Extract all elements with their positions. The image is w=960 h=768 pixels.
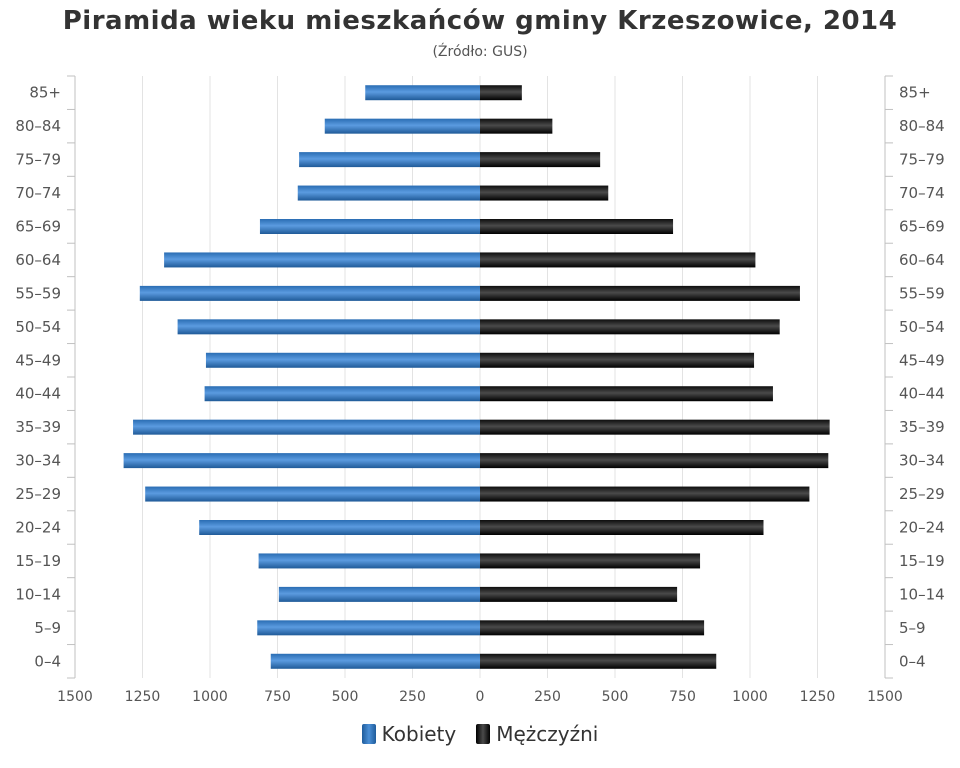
bar-women-55–59 (139, 285, 481, 301)
bar-men-65–69 (480, 219, 674, 234)
category-label-right: 5–9 (899, 619, 926, 637)
bar-women-85+ (365, 85, 480, 101)
category-label-left: 65–69 (15, 218, 61, 236)
category-label-left: 40–44 (15, 385, 61, 403)
bar-men-40–44 (480, 386, 773, 402)
axes (67, 75, 893, 679)
bar-women-80–84 (324, 118, 480, 134)
category-label-right: 30–34 (899, 452, 945, 470)
category-label-right: 80–84 (899, 117, 945, 135)
bar-women-30–34 (123, 453, 480, 469)
x-tick-label: 1500 (57, 689, 93, 705)
bar-women-45–49 (205, 352, 480, 368)
x-tick-label: 250 (534, 689, 561, 705)
category-label-right: 45–49 (899, 351, 945, 369)
chart-title: Piramida wieku mieszkańców gminy Krzeszo… (62, 6, 898, 36)
category-label-left: 45–49 (15, 351, 61, 369)
bar-men-75–79 (480, 152, 601, 168)
x-tick-label: 1000 (732, 689, 768, 705)
bar-men-5–9 (480, 620, 705, 636)
category-label-right: 50–54 (899, 318, 945, 336)
bar-men-45–49 (480, 352, 755, 368)
bar-women-70–74 (297, 185, 480, 201)
category-label-right: 10–14 (899, 585, 945, 603)
category-label-left: 10–14 (15, 585, 61, 603)
bar-men-10–14 (480, 586, 678, 602)
category-label-left: 30–34 (15, 452, 61, 470)
legend-swatch-women (361, 724, 376, 744)
bar-men-85+ (480, 85, 522, 101)
category-label-right: 85+ (899, 84, 931, 102)
bar-women-15–19 (258, 553, 480, 569)
category-label-right: 75–79 (899, 151, 945, 169)
bar-women-40–44 (204, 386, 480, 402)
category-label-right: 70–74 (899, 184, 945, 202)
bar-men-20–24 (480, 520, 764, 535)
x-tick-label: 250 (399, 689, 426, 705)
legend-item-men[interactable]: Mężczyźni (476, 722, 598, 746)
bar-women-10–14 (278, 586, 480, 602)
bar-men-35–39 (480, 419, 830, 435)
category-label-left: 5–9 (34, 619, 61, 637)
category-label-right: 65–69 (899, 218, 945, 236)
bar-men-70–74 (480, 185, 609, 201)
x-tick-label: 500 (602, 689, 629, 705)
x-tick-label: 1500 (867, 689, 903, 705)
category-label-left: 20–24 (15, 519, 61, 537)
x-tick-label: 1250 (125, 689, 161, 705)
category-label-left: 55–59 (15, 284, 61, 302)
category-label-left: 85+ (29, 84, 61, 102)
category-label-left: 25–29 (15, 485, 61, 503)
category-label-right: 0–4 (899, 652, 926, 670)
bar-women-25–29 (145, 486, 480, 502)
bar-women-20–24 (199, 520, 480, 535)
category-label-left: 35–39 (15, 418, 61, 436)
category-label-left: 0–4 (34, 652, 61, 670)
x-tick-label: 750 (264, 689, 291, 705)
bar-women-5–9 (257, 620, 480, 636)
bar-men-55–59 (480, 285, 800, 301)
category-label-left: 60–64 (15, 251, 61, 269)
x-tick-label: 1000 (192, 689, 228, 705)
bar-men-60–64 (480, 252, 756, 268)
category-label-left: 70–74 (15, 184, 61, 202)
category-label-left: 80–84 (15, 117, 61, 135)
category-label-right: 25–29 (899, 485, 945, 503)
bar-women-75–79 (299, 152, 480, 168)
tick-labels: 1500 1250 1000 750 500 250 0 250 500 750 1000 1250 1… (15, 84, 944, 705)
category-label-right: 55–59 (899, 284, 945, 302)
legend-label-women: Kobiety (381, 722, 457, 746)
category-label-left: 15–19 (15, 552, 61, 570)
bar-men-30–34 (480, 453, 829, 469)
bar-men-80–84 (480, 118, 553, 134)
x-tick-label: 1250 (800, 689, 836, 705)
x-tick-label: 750 (669, 689, 696, 705)
x-tick-label: 0 (476, 689, 485, 705)
legend-label-men: Mężczyźni (496, 722, 599, 746)
bar-women-0–4 (270, 653, 480, 669)
x-tick-label: 500 (332, 689, 359, 705)
category-label-left: 50–54 (15, 318, 61, 336)
population-pyramid-chart: 1500 1250 1000 750 500 250 0 250 500 750 1000 1250 1… (15, 75, 945, 705)
legend-item-women[interactable]: Kobiety (361, 722, 457, 746)
bar-men-25–29 (480, 486, 810, 502)
legend-swatch-men (476, 724, 491, 744)
legend: Kobiety Mężczyźni (0, 722, 960, 746)
bar-men-15–19 (480, 553, 701, 569)
category-label-right: 15–19 (899, 552, 945, 570)
category-label-right: 20–24 (899, 519, 945, 537)
bar-women-50–54 (177, 319, 480, 335)
bar-men-50–54 (480, 319, 780, 335)
bar-women-35–39 (133, 419, 481, 435)
bar-women-60–64 (164, 252, 480, 268)
chart-subtitle: (Źródło: GUS) (432, 44, 528, 60)
bars (123, 85, 830, 669)
category-label-right: 40–44 (899, 385, 945, 403)
bar-women-65–69 (259, 219, 480, 234)
category-label-left: 75–79 (15, 151, 61, 169)
category-label-right: 35–39 (899, 418, 945, 436)
bar-men-0–4 (480, 653, 717, 669)
category-label-right: 60–64 (899, 251, 945, 269)
